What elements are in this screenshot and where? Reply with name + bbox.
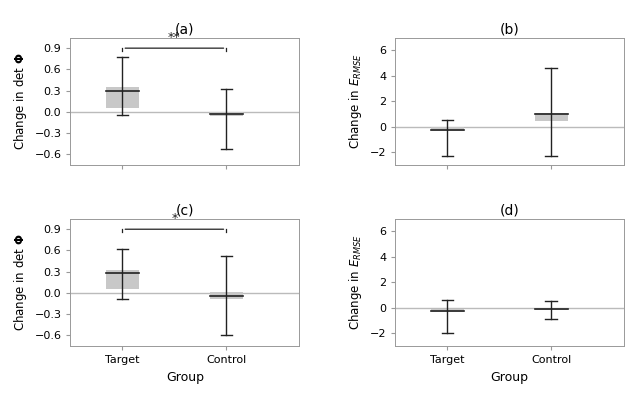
X-axis label: Group: Group [166,371,204,384]
Bar [210,112,243,116]
Y-axis label: Change in det $\mathbf{\Phi}$: Change in det $\mathbf{\Phi}$ [12,234,29,331]
Title: (a): (a) [175,23,195,36]
Bar [534,308,568,310]
Title: (c): (c) [175,203,194,217]
Bar [431,309,464,312]
Text: *: * [172,211,177,225]
Bar [106,87,139,108]
X-axis label: Group: Group [491,371,529,384]
Bar [106,270,139,289]
Y-axis label: Change in $E_{RMSE}$: Change in $E_{RMSE}$ [347,234,364,330]
Y-axis label: Change in det $\mathbf{\Phi}$: Change in det $\mathbf{\Phi}$ [12,53,29,150]
Title: (b): (b) [500,23,520,36]
Bar [534,113,568,121]
Text: **: ** [168,30,180,43]
Y-axis label: Change in $E_{RMSE}$: Change in $E_{RMSE}$ [347,53,364,149]
Bar [431,128,464,131]
Title: (d): (d) [500,203,520,217]
Bar [210,291,243,299]
